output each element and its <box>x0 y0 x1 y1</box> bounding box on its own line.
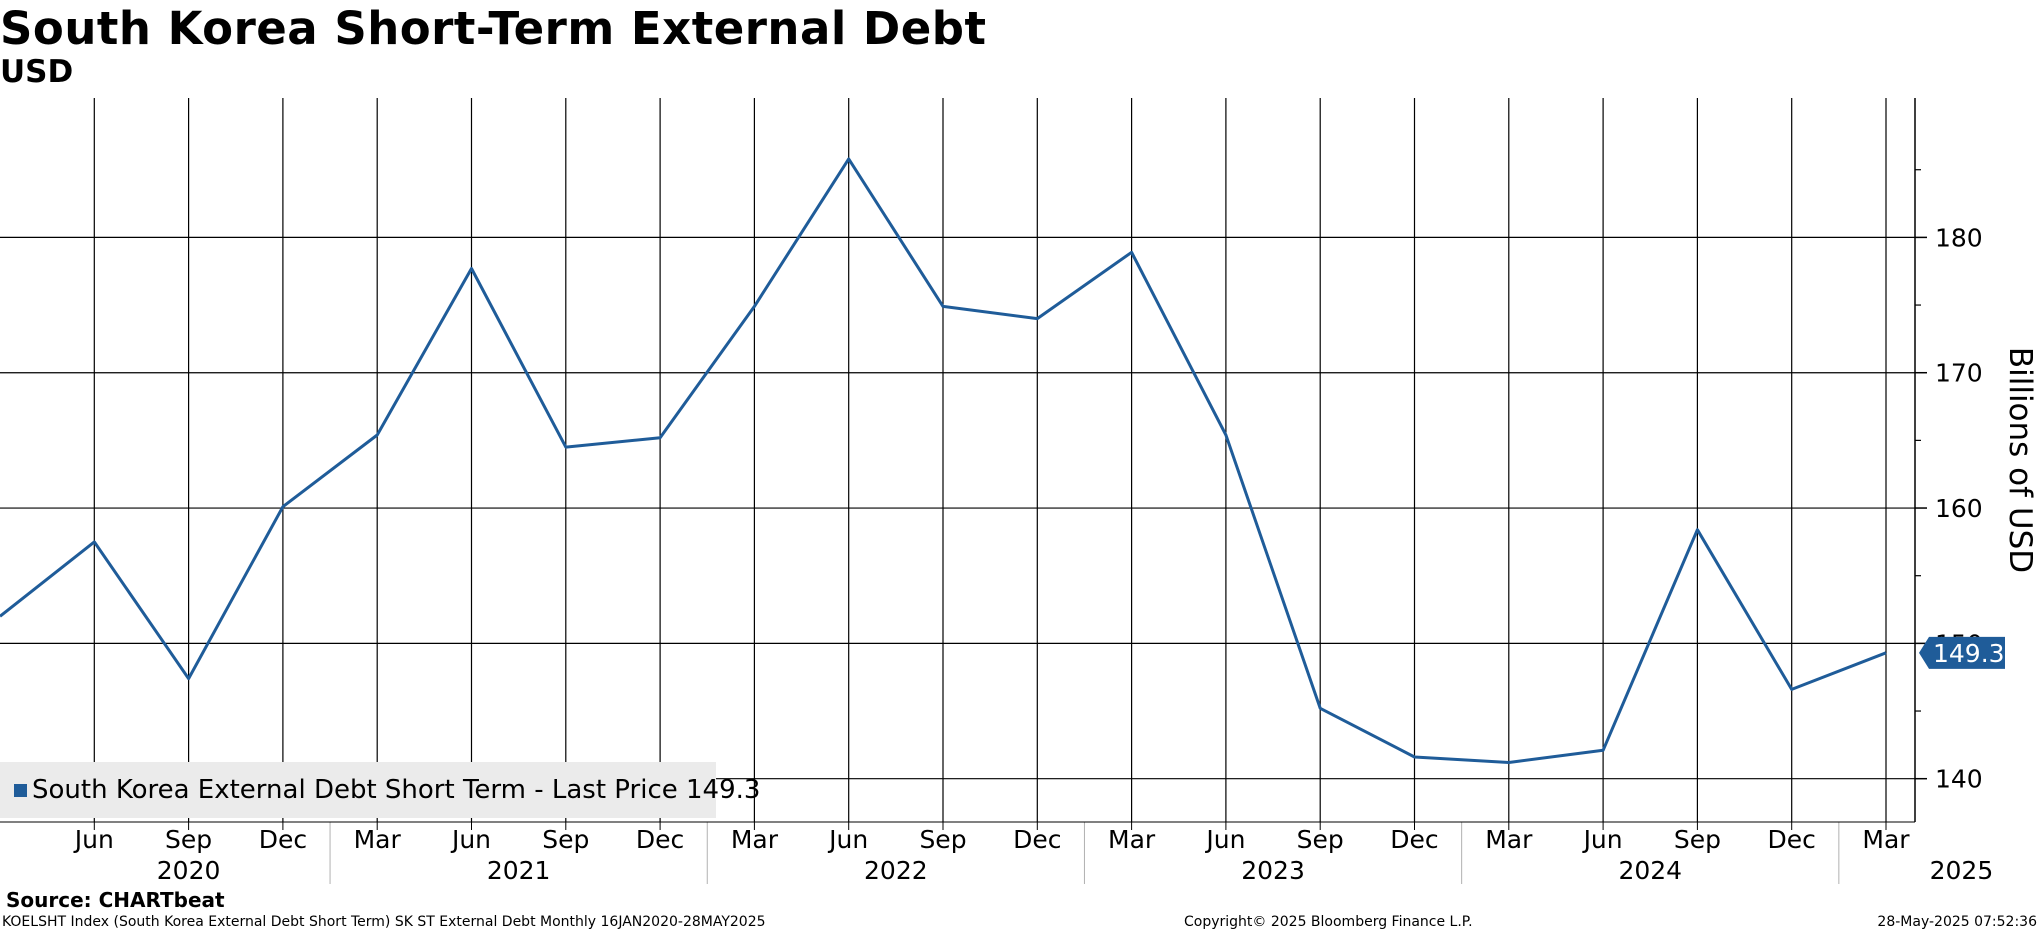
last-price-badge: 149.3 <box>1919 636 2005 669</box>
footer-timestamp: 28-May-2025 07:52:36 <box>1877 914 2037 930</box>
year-label: 2021 <box>487 856 551 885</box>
year-label: 2023 <box>1241 856 1305 885</box>
year-label: 2020 <box>157 856 221 885</box>
footer-copyright: Copyright© 2025 Bloomberg Finance L.P. <box>1184 914 1473 930</box>
x-tick-label: Sep <box>1297 825 1344 854</box>
y-tick-label: 140 <box>1935 765 1983 794</box>
x-tick-label: Dec <box>1390 825 1438 854</box>
x-axis-ticks: Jun Sep Dec Mar Jun Sep Dec Mar Jun Sep Dec Mar Jun S… <box>73 822 1910 854</box>
y-axis-ticks: 140150160170180 <box>1915 169 1983 794</box>
x-tick-label: Mar <box>1485 825 1533 854</box>
y-tick-label: 180 <box>1935 223 1983 252</box>
last-price-value: 149.3 <box>1933 639 2005 668</box>
y-axis-label: Billions of USD <box>2002 347 2038 573</box>
year-labels: 2020 2021 2022 2023 2024 2025 <box>157 856 1993 885</box>
x-tick-label: Dec <box>1013 825 1061 854</box>
x-tick-label: Jun <box>1204 825 1245 854</box>
x-tick-label: Jun <box>73 825 114 854</box>
x-tick-label: Sep <box>1674 825 1721 854</box>
horizontal-gridlines <box>0 236 1915 780</box>
year-label: 2025 <box>1930 856 1994 885</box>
chart-title: South Korea Short-Term External Debt <box>0 2 987 55</box>
year-label: 2022 <box>864 856 928 885</box>
y-tick-label: 160 <box>1935 494 1983 523</box>
x-tick-label: Dec <box>259 825 307 854</box>
vertical-gridlines <box>93 98 1887 822</box>
legend-label: South Korea External Debt Short Term - L… <box>32 775 761 805</box>
year-label: 2024 <box>1618 856 1682 885</box>
x-tick-label: Jun <box>1582 825 1623 854</box>
x-tick-label: Mar <box>354 825 402 854</box>
series-points <box>0 158 1887 763</box>
source-label: Source: CHARTbeat <box>6 888 225 912</box>
x-tick-label: Mar <box>731 825 779 854</box>
footer-index-description: KOELSHT Index (South Korea External Debt… <box>2 914 766 930</box>
x-tick-label: Sep <box>165 825 212 854</box>
x-tick-label: Sep <box>919 825 966 854</box>
chart-subtitle: USD <box>0 54 74 90</box>
x-tick-label: Mar <box>1108 825 1156 854</box>
legend: South Korea External Debt Short Term - L… <box>0 762 760 818</box>
x-tick-label: Dec <box>1768 825 1816 854</box>
x-tick-label: Jun <box>827 825 868 854</box>
year-separators <box>329 822 1840 884</box>
x-tick-label: Sep <box>542 825 589 854</box>
x-tick-label: Dec <box>636 825 684 854</box>
x-tick-label: Jun <box>450 825 491 854</box>
legend-swatch <box>14 783 27 797</box>
x-tick-label: Mar <box>1862 825 1910 854</box>
y-tick-label: 170 <box>1935 359 1983 388</box>
